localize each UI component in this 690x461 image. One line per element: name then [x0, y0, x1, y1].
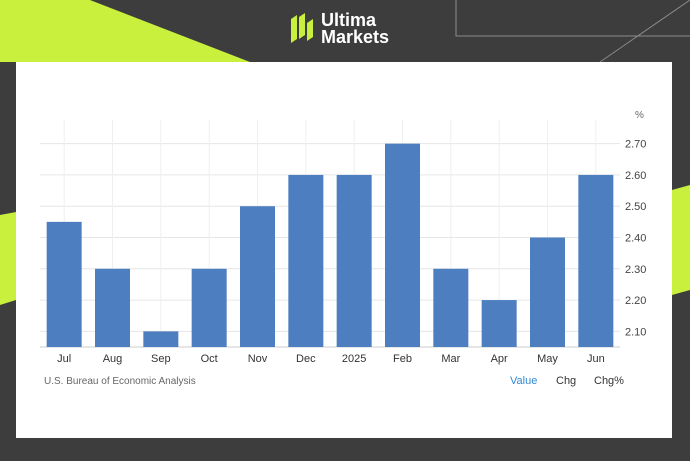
- bar-aug[interactable]: [95, 268, 130, 347]
- x-tick-label: Feb: [393, 353, 412, 365]
- source-label: U.S. Bureau of Economic Analysis: [44, 376, 196, 387]
- bar-apr[interactable]: [481, 300, 517, 347]
- chg-percent-toggle[interactable]: Chg%: [594, 375, 624, 387]
- x-tick-label: Oct: [201, 353, 218, 365]
- x-tick-label: Sep: [151, 353, 171, 365]
- x-tick-label: Jul: [57, 353, 71, 365]
- bar-chart: 2.70 2.60 2.50 2.40 2.30 2.20 2.10 Jul Aug Sep Oct…: [40, 110, 646, 365]
- x-tick-label: Aug: [103, 353, 123, 365]
- y-axis-unit: %: [635, 110, 644, 121]
- chart-card: 2.70 2.60 2.50 2.40 2.30 2.20 2.10 Jul Aug Sep Oct…: [16, 62, 672, 438]
- bar-layer: [46, 143, 614, 348]
- bar-dec[interactable]: [288, 174, 324, 347]
- y-tick-label: 2.30: [625, 264, 646, 276]
- y-tick-label: 2.60: [625, 170, 646, 182]
- x-tick-label: May: [537, 353, 558, 365]
- bar-sep[interactable]: [143, 331, 179, 347]
- ultima-markets-logo: Ultima Markets: [291, 10, 390, 47]
- bar-feb[interactable]: [385, 143, 420, 347]
- bar-nov[interactable]: [240, 206, 275, 347]
- x-tick-label: Dec: [296, 353, 316, 365]
- x-tick-label: Jun: [587, 353, 605, 365]
- y-tick-label: 2.20: [625, 295, 646, 307]
- y-tick-label: 2.10: [625, 326, 646, 338]
- bar-2025[interactable]: [336, 174, 372, 347]
- bar-oct[interactable]: [191, 268, 227, 347]
- x-tick-label: Nov: [248, 353, 268, 365]
- y-tick-label: 2.40: [625, 233, 646, 245]
- x-tick-label: Mar: [441, 353, 460, 365]
- bar-mar[interactable]: [433, 268, 469, 347]
- bar-jun[interactable]: [578, 174, 614, 347]
- y-tick-label: 2.70: [625, 139, 646, 151]
- brand-name: Ultima Markets: [321, 10, 390, 47]
- bar-may[interactable]: [530, 237, 565, 348]
- x-tick-label: Apr: [491, 353, 508, 365]
- chg-toggle[interactable]: Chg: [556, 375, 577, 387]
- y-tick-label: 2.50: [625, 201, 646, 213]
- brand-line-2: Markets: [321, 27, 390, 47]
- value-toggle[interactable]: Value: [510, 375, 538, 387]
- bar-jul[interactable]: [46, 221, 82, 347]
- ultima-logo-icon: [291, 13, 313, 43]
- x-tick-label: 2025: [342, 353, 366, 365]
- label-layer: 2.70 2.60 2.50 2.40 2.30 2.20 2.10 Jul Aug Sep Oct…: [57, 139, 646, 365]
- brand-line-1: Ultima: [321, 10, 377, 30]
